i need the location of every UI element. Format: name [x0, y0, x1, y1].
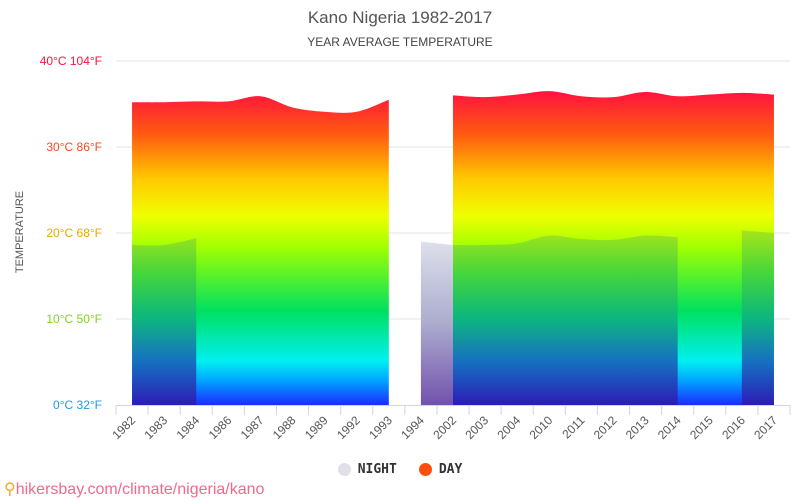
- x-tick-label: 2014: [655, 413, 684, 442]
- x-tick-label: 2016: [719, 413, 748, 442]
- x-tick-label: 1984: [174, 413, 203, 442]
- x-tick-label: 2002: [430, 413, 459, 442]
- y-tick-label: 30°C 86°F: [46, 140, 102, 154]
- x-tick-label: 1989: [302, 413, 331, 442]
- x-tick-label: 2015: [687, 413, 716, 442]
- legend: NIGHT DAY: [0, 462, 800, 477]
- x-tick-label: 1993: [366, 413, 395, 442]
- x-tick-label: 2004: [495, 413, 524, 442]
- x-tick-label: 2011: [559, 413, 587, 441]
- x-tick-label: 1992: [334, 413, 363, 442]
- night-area: [420, 241, 453, 405]
- night-marker-icon: [337, 463, 351, 476]
- x-tick-label: 2012: [591, 413, 620, 442]
- x-tick-label: 1988: [270, 413, 299, 442]
- x-tick-label: 2017: [751, 413, 780, 442]
- night-area: [132, 238, 197, 405]
- source-link[interactable]: ⚲hikersbay.com/climate/nigeria/kano: [4, 479, 264, 499]
- legend-item-night[interactable]: NIGHT: [337, 462, 397, 477]
- legend-item-day[interactable]: DAY: [418, 462, 463, 477]
- y-axis-title: TEMPERATURE: [14, 190, 26, 274]
- chart-subtitle: YEAR AVERAGE TEMPERATURE: [307, 35, 493, 49]
- x-tick-label: 1986: [206, 413, 235, 442]
- source-text: hikersbay.com/climate/nigeria/kano: [15, 481, 265, 498]
- x-tick-label: 2010: [527, 413, 556, 442]
- legend-label-day: DAY: [438, 462, 463, 477]
- location-pin-icon: ⚲: [4, 481, 16, 498]
- x-tick-label: 2013: [623, 413, 652, 442]
- chart-title: Kano Nigeria 1982-2017: [307, 8, 493, 27]
- x-tick-label: 1983: [141, 413, 170, 442]
- y-tick-label: 10°C 50°F: [46, 312, 102, 326]
- x-tick-label: 1982: [109, 413, 138, 442]
- x-tick-label: 2003: [462, 413, 491, 442]
- day-marker-icon: [418, 463, 432, 476]
- x-tick-label: 1994: [398, 413, 427, 442]
- night-area: [741, 230, 774, 405]
- y-tick-label: 20°C 68°F: [46, 226, 102, 240]
- y-tick-label: 40°C 104°F: [40, 54, 102, 68]
- legend-label-night: NIGHT: [357, 462, 397, 477]
- night-area: [453, 235, 678, 405]
- x-tick-label: 1987: [238, 413, 267, 442]
- y-tick-label: 0°C 32°F: [53, 398, 102, 412]
